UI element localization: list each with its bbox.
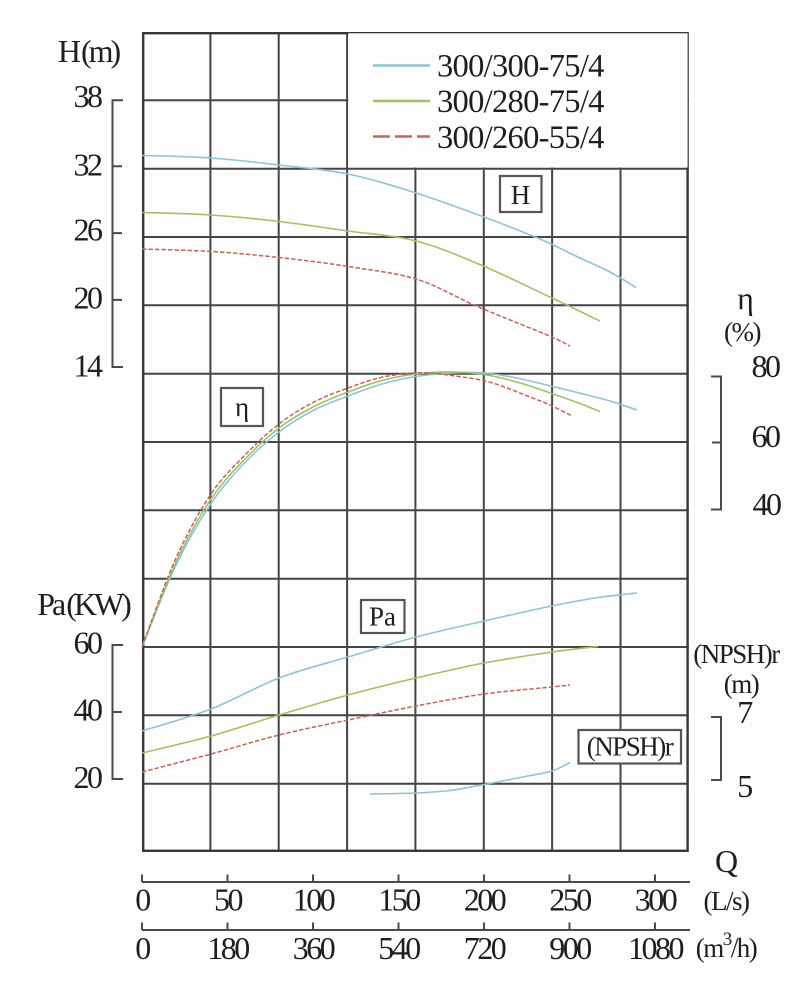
svg-text:900: 900 (549, 930, 591, 966)
svg-text:0: 0 (135, 930, 150, 966)
svg-text:5: 5 (737, 768, 752, 804)
svg-text:100: 100 (293, 882, 335, 918)
svg-text:300/300-75/4: 300/300-75/4 (437, 49, 604, 85)
svg-text:360: 360 (293, 930, 335, 966)
svg-text:20: 20 (74, 759, 103, 795)
svg-text:300/260-55/4: 300/260-55/4 (437, 120, 604, 156)
svg-text:η: η (235, 392, 249, 422)
svg-text:26: 26 (74, 212, 104, 248)
svg-text:14: 14 (74, 348, 104, 384)
svg-text:40: 40 (74, 692, 103, 728)
svg-text:50: 50 (214, 882, 243, 918)
svg-text:200: 200 (464, 882, 506, 918)
svg-text:H(m): H(m) (58, 33, 121, 69)
svg-text:(%): (%) (724, 317, 760, 347)
svg-text:1080: 1080 (628, 930, 684, 966)
svg-text:(m): (m) (724, 669, 759, 699)
svg-text:250: 250 (549, 882, 591, 918)
svg-text:60: 60 (752, 418, 781, 454)
svg-text:η: η (737, 280, 753, 316)
svg-text:40: 40 (753, 486, 782, 522)
svg-text:720: 720 (464, 930, 506, 966)
svg-text:38: 38 (74, 78, 103, 114)
svg-text:Q: Q (715, 843, 738, 879)
svg-text:300: 300 (635, 882, 677, 918)
svg-text:20: 20 (74, 280, 103, 316)
svg-text:60: 60 (74, 625, 103, 661)
svg-text:0: 0 (135, 882, 150, 918)
svg-text:Pa: Pa (369, 602, 396, 632)
svg-text:H: H (511, 180, 531, 210)
svg-text:(NPSH)r: (NPSH)r (693, 639, 780, 669)
svg-text:540: 540 (378, 930, 420, 966)
svg-text:32: 32 (74, 147, 103, 183)
svg-text:180: 180 (207, 930, 249, 966)
svg-text:(NPSH)r: (NPSH)r (587, 732, 674, 762)
svg-text:Pa(KW): Pa(KW) (37, 586, 131, 622)
svg-text:300/280-75/4: 300/280-75/4 (437, 84, 604, 120)
svg-text:(L/s): (L/s) (704, 886, 749, 916)
svg-text:80: 80 (752, 348, 781, 384)
svg-text:150: 150 (378, 882, 420, 918)
